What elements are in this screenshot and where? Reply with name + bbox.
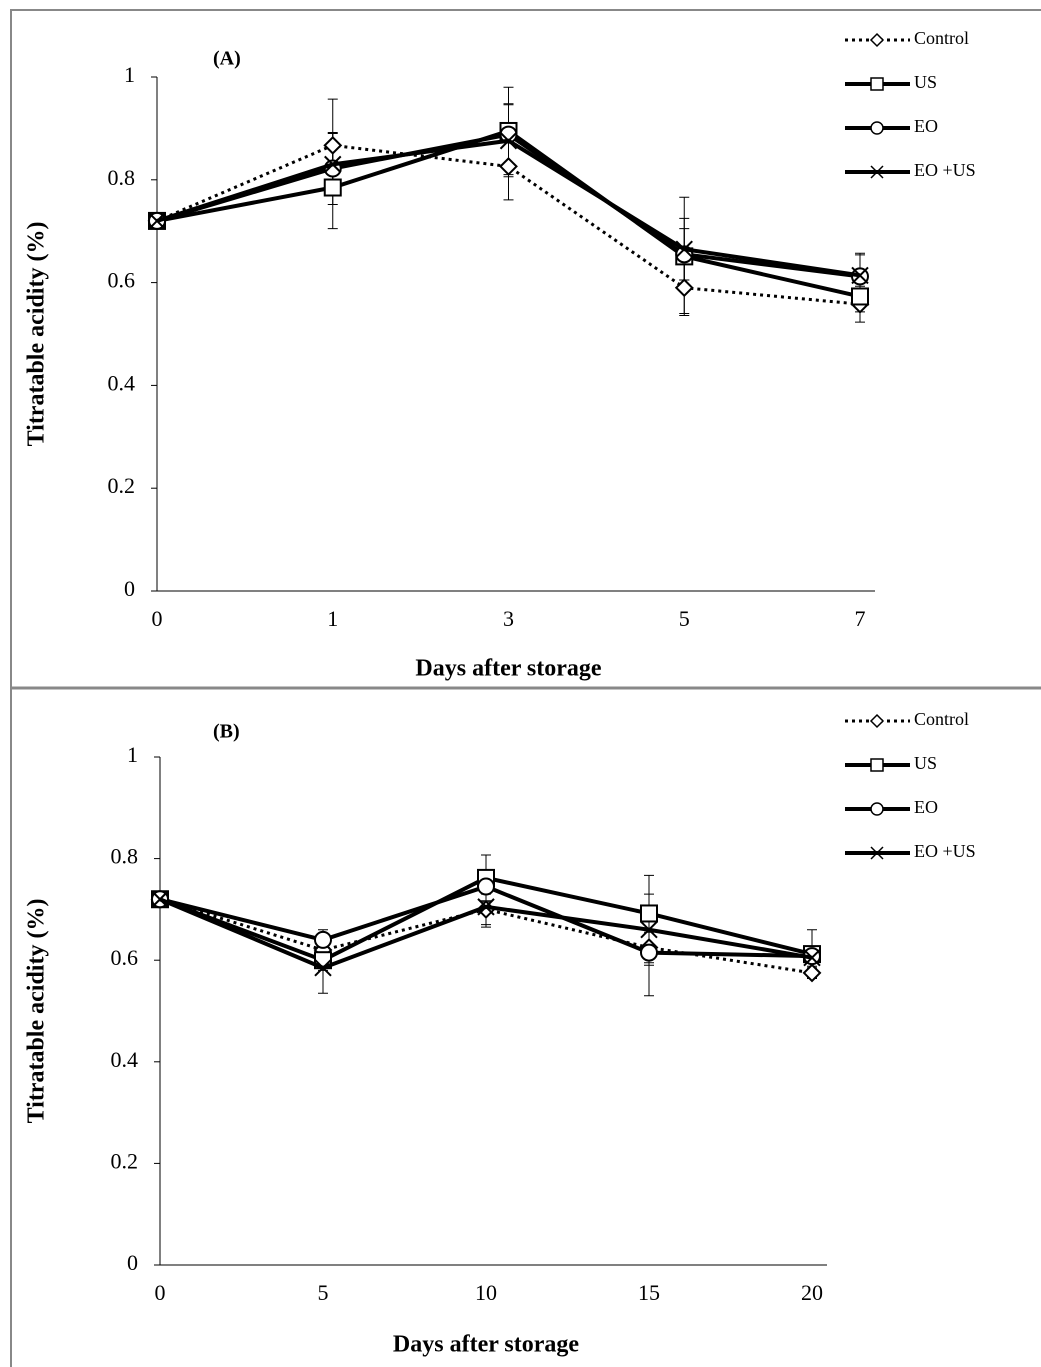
x-tick-label: 5 [679, 606, 690, 631]
y-tick-label: 0.2 [108, 473, 136, 498]
chart-title: (B) [213, 721, 240, 743]
y-axis-label: Titratable acidity (%) [24, 222, 50, 447]
legend-marker [871, 803, 883, 815]
y-tick-label: 0.6 [108, 268, 136, 293]
x-tick-label: 10 [475, 1280, 497, 1305]
y-tick-label: 0.4 [111, 1047, 139, 1072]
marker [325, 180, 341, 196]
legend-marker [871, 78, 883, 90]
x-tick-label: 1 [327, 606, 338, 631]
legend-label: Control [914, 28, 969, 48]
legend-label: US [914, 753, 937, 773]
y-tick-label: 0 [124, 576, 135, 601]
marker [478, 879, 494, 895]
x-tick-label: 3 [503, 606, 514, 631]
y-tick-label: 0.2 [111, 1148, 139, 1173]
y-tick-label: 0.6 [111, 945, 139, 970]
marker [804, 965, 820, 981]
marker [852, 288, 868, 304]
x-axis-label: Days after storage [393, 1332, 580, 1358]
legend-label: EO +US [914, 841, 976, 861]
x-tick-label: 20 [801, 1280, 823, 1305]
legend-marker [871, 34, 883, 46]
x-tick-label: 7 [855, 606, 866, 631]
x-axis-label: Days after storage [415, 656, 602, 682]
legend-label: EO +US [914, 160, 976, 180]
legend-marker [871, 759, 883, 771]
marker [315, 932, 331, 948]
y-tick-label: 1 [127, 742, 138, 767]
marker [325, 137, 341, 153]
marker [501, 158, 517, 174]
x-tick-label: 0 [152, 606, 163, 631]
legend-marker [871, 715, 883, 727]
legend-label: EO [914, 116, 938, 136]
marker [641, 945, 657, 961]
y-axis-label: Titratable acidity (%) [24, 899, 50, 1124]
x-tick-label: 15 [638, 1280, 660, 1305]
legend-label: Control [914, 709, 969, 729]
x-tick-label: 5 [318, 1280, 329, 1305]
y-tick-label: 0.8 [111, 844, 139, 869]
legend-label: US [914, 72, 937, 92]
y-tick-label: 0 [127, 1250, 138, 1275]
marker [641, 905, 657, 921]
y-tick-label: 1 [124, 62, 135, 87]
figure: (A) Days after storage Titratable acidity … [0, 0, 1041, 1367]
x-tick-label: 0 [155, 1280, 166, 1305]
y-tick-label: 0.8 [108, 165, 136, 190]
legend-label: EO [914, 797, 938, 817]
legend-marker [871, 122, 883, 134]
chart-title: (A) [213, 48, 241, 70]
y-tick-label: 0.4 [108, 370, 136, 395]
